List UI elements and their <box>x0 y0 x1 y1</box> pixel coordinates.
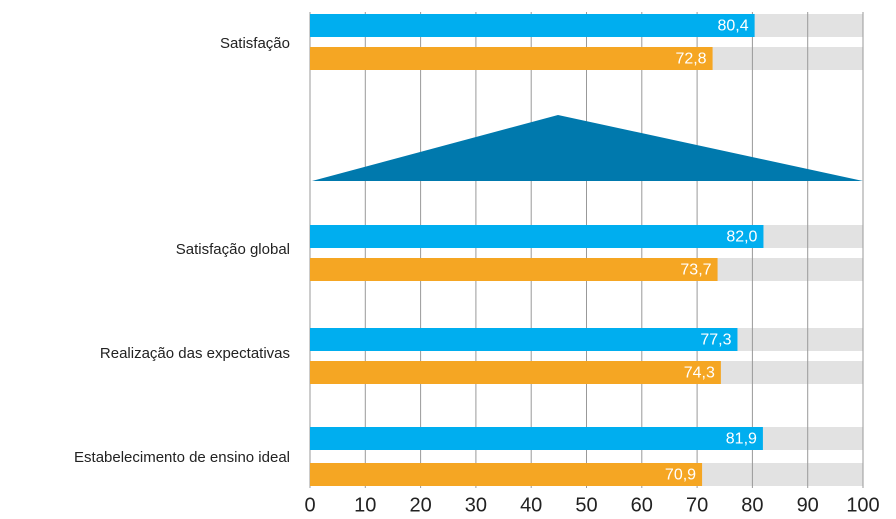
bar <box>310 361 721 384</box>
value-label: 80,4 <box>717 18 748 35</box>
bar <box>310 47 713 70</box>
bar <box>310 427 763 450</box>
bar <box>310 328 738 351</box>
bar <box>310 258 718 281</box>
x-tick-label: 60 <box>631 494 653 516</box>
bar <box>310 463 703 486</box>
x-tick-label: 90 <box>797 494 819 516</box>
x-tick-label: 100 <box>846 494 879 516</box>
value-label: 77,3 <box>700 332 731 349</box>
bar <box>310 14 755 37</box>
decorative-triangle <box>312 115 863 181</box>
value-label: 73,7 <box>680 262 711 279</box>
x-tick-label: 20 <box>409 494 431 516</box>
value-label: 82,0 <box>726 229 757 246</box>
x-tick-label: 40 <box>520 494 542 516</box>
value-label: 70,9 <box>665 467 696 484</box>
x-tick-label: 0 <box>304 494 315 516</box>
category-label: Satisfação <box>220 35 290 52</box>
x-tick-label: 10 <box>354 494 376 516</box>
value-label: 81,9 <box>726 431 757 448</box>
bar <box>310 225 764 248</box>
x-tick-label: 70 <box>686 494 708 516</box>
value-label: 72,8 <box>675 51 706 68</box>
category-label: Estabelecimento de ensino ideal <box>74 449 290 466</box>
category-label: Satisfação global <box>176 241 290 258</box>
x-tick-label: 80 <box>741 494 763 516</box>
x-tick-label: 30 <box>465 494 487 516</box>
x-tick-label: 50 <box>575 494 597 516</box>
value-label: 74,3 <box>684 365 715 382</box>
category-label: Realização das expectativas <box>100 345 290 362</box>
